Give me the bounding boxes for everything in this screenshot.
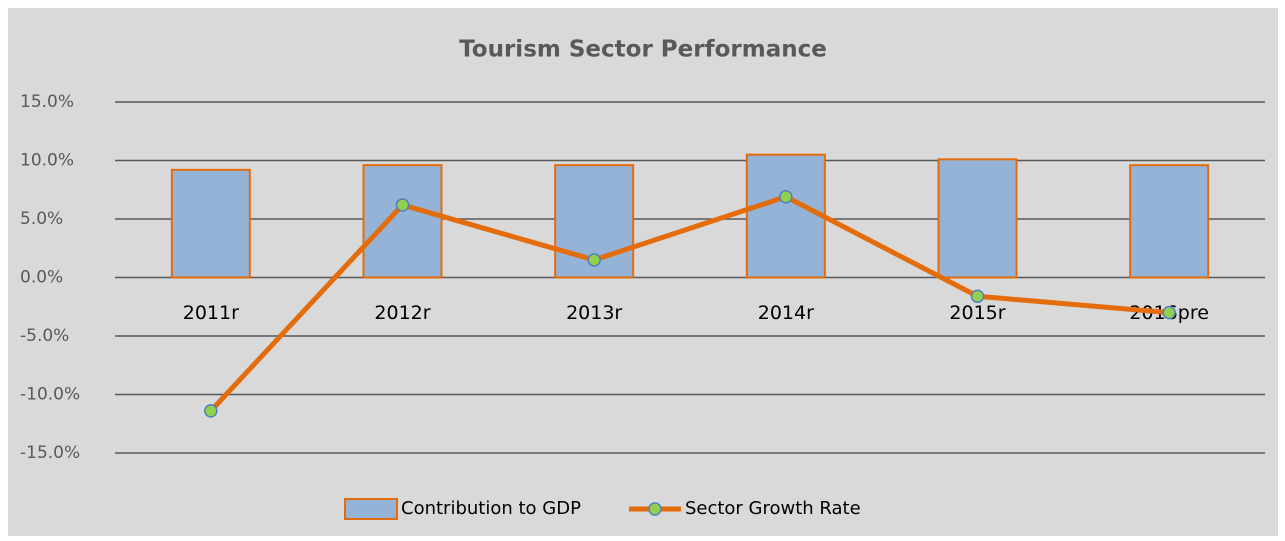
y-tick-label: 10.0% — [20, 151, 74, 171]
x-tick-label: 2013r — [566, 302, 622, 324]
bar — [362, 164, 443, 279]
x-tick-label: 2011r — [183, 302, 239, 324]
y-tick-label: 15.0% — [20, 92, 74, 112]
bar — [1129, 164, 1210, 279]
legend-label: Contribution to GDP — [401, 498, 581, 519]
y-tick-label: -10.0% — [20, 385, 80, 405]
bar — [745, 153, 826, 279]
legend-swatch — [344, 498, 398, 520]
legend-label: Sector Growth Rate — [685, 498, 861, 519]
x-tick-label: 2014r — [758, 302, 814, 324]
line — [209, 194, 1170, 413]
y-tick-label: 0.0% — [20, 268, 63, 288]
legend-swatch — [648, 502, 662, 516]
y-tick-label: -5.0% — [20, 326, 69, 346]
line-marker — [204, 404, 218, 418]
x-tick-label: 2012r — [374, 302, 430, 324]
line-marker — [395, 198, 410, 212]
y-tick-label: -15.0% — [20, 443, 80, 463]
bar — [937, 158, 1018, 279]
chart-title: Tourism Sector Performance — [459, 37, 827, 63]
bar — [170, 168, 251, 279]
line-marker — [970, 289, 985, 303]
y-tick-label: 5.0% — [20, 209, 63, 229]
line-marker — [587, 253, 601, 267]
line-marker — [1162, 305, 1176, 320]
x-tick-label: 2015r — [949, 302, 1005, 324]
line-marker — [779, 190, 793, 204]
